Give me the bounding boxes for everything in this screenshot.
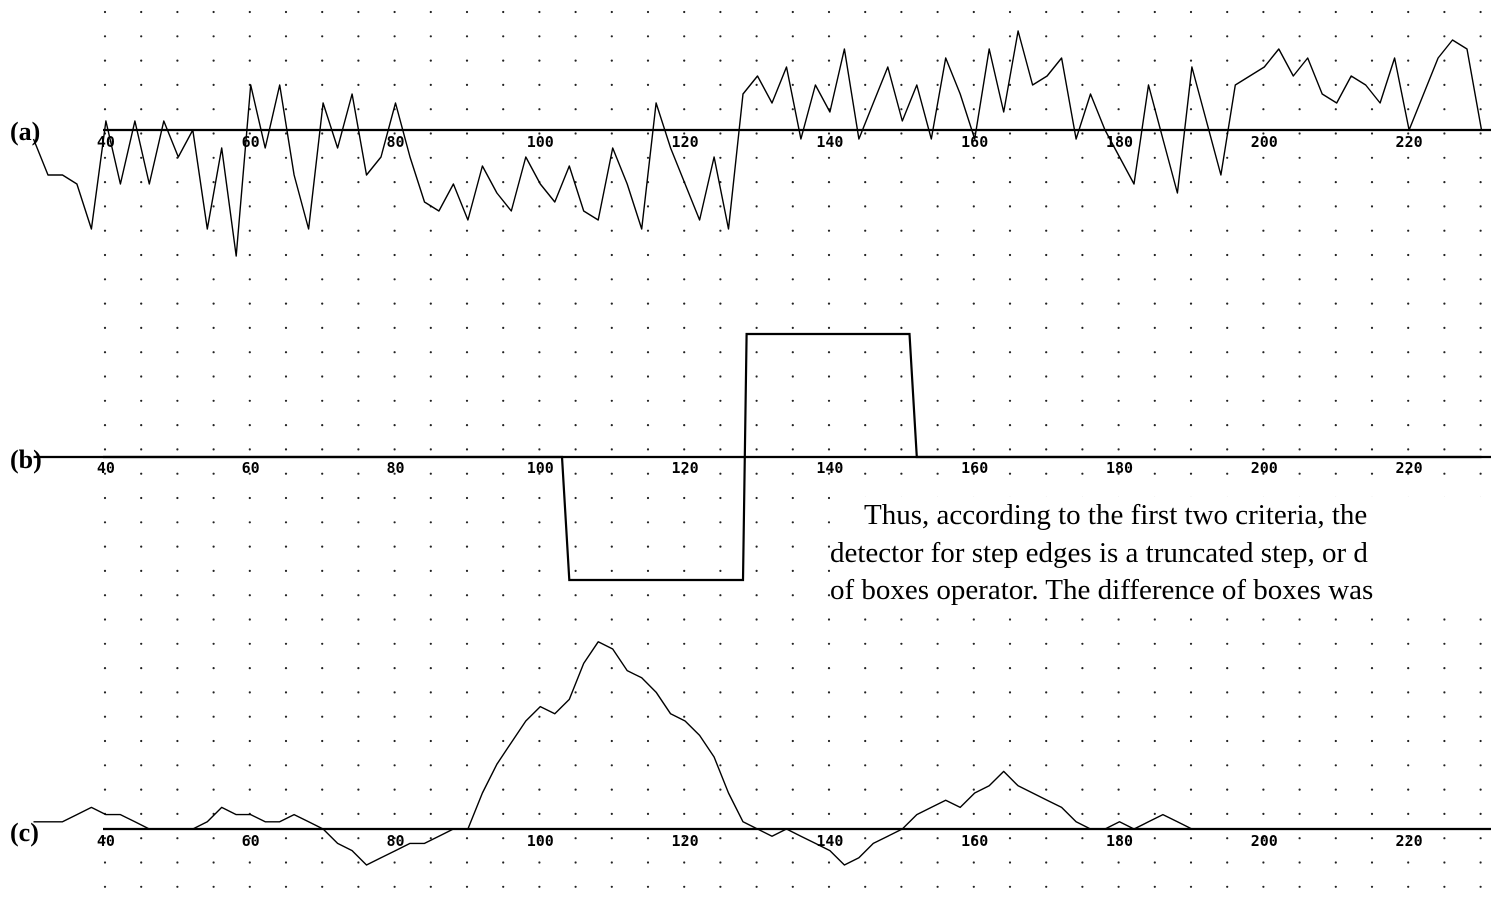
tick-label-c-40: 40 [97, 832, 115, 850]
tick-labels-a: 40 60 80 100 120 140 160 180 200 220 [97, 133, 1423, 151]
panel-label-a: (a) [10, 117, 40, 146]
tick-label-b-40: 40 [97, 459, 115, 477]
panel-label-b: (b) [10, 445, 42, 474]
paragraph-line-1: Thus, according to the first two criteri… [864, 499, 1368, 531]
tick-label-a-220: 220 [1396, 133, 1423, 151]
body-paragraph: Thus, according to the first two criteri… [830, 497, 1491, 610]
tick-label-c-60: 60 [242, 832, 260, 850]
tick-label-c-140: 140 [816, 832, 843, 850]
tick-labels-b: 40 60 80 100 120 140 160 180 200 220 [97, 459, 1423, 477]
tick-label-a-160: 160 [961, 133, 988, 151]
tick-label-a-60: 60 [242, 133, 260, 151]
tick-label-b-180: 180 [1106, 459, 1133, 477]
tick-label-a-140: 140 [816, 133, 843, 151]
tick-label-b-60: 60 [242, 459, 260, 477]
tick-label-b-200: 200 [1251, 459, 1278, 477]
tick-label-a-120: 120 [672, 133, 699, 151]
tick-label-a-40: 40 [97, 133, 115, 151]
tick-label-c-200: 200 [1251, 832, 1278, 850]
response-trace-c [33, 641, 1193, 866]
tick-label-b-160: 160 [961, 459, 988, 477]
tick-label-b-120: 120 [672, 459, 699, 477]
grid-dots [103, 10, 1482, 888]
tick-label-c-80: 80 [386, 832, 404, 850]
tick-label-a-100: 100 [527, 133, 554, 151]
panel-label-c: (c) [10, 818, 39, 847]
tick-label-c-220: 220 [1396, 832, 1423, 850]
tick-labels-c: 40 60 80 100 120 140 160 180 200 220 [97, 832, 1423, 850]
tick-label-c-160: 160 [961, 832, 988, 850]
tick-label-c-100: 100 [527, 832, 554, 850]
paragraph-line-3: of boxes operator. The difference of box… [830, 574, 1374, 606]
operator-trace-b [33, 332, 1482, 582]
tick-label-a-180: 180 [1106, 133, 1133, 151]
tick-label-c-120: 120 [672, 832, 699, 850]
tick-label-b-100: 100 [527, 459, 554, 477]
tick-label-b-220: 220 [1396, 459, 1423, 477]
tick-label-a-200: 200 [1251, 133, 1278, 151]
paragraph-line-2: detector for step edges is a truncated s… [830, 536, 1368, 569]
signal-trace-a [32, 30, 1483, 257]
tick-label-b-80: 80 [386, 459, 404, 477]
tick-label-c-180: 180 [1106, 832, 1133, 850]
tick-label-a-80: 80 [386, 133, 404, 151]
tick-label-b-140: 140 [816, 459, 843, 477]
